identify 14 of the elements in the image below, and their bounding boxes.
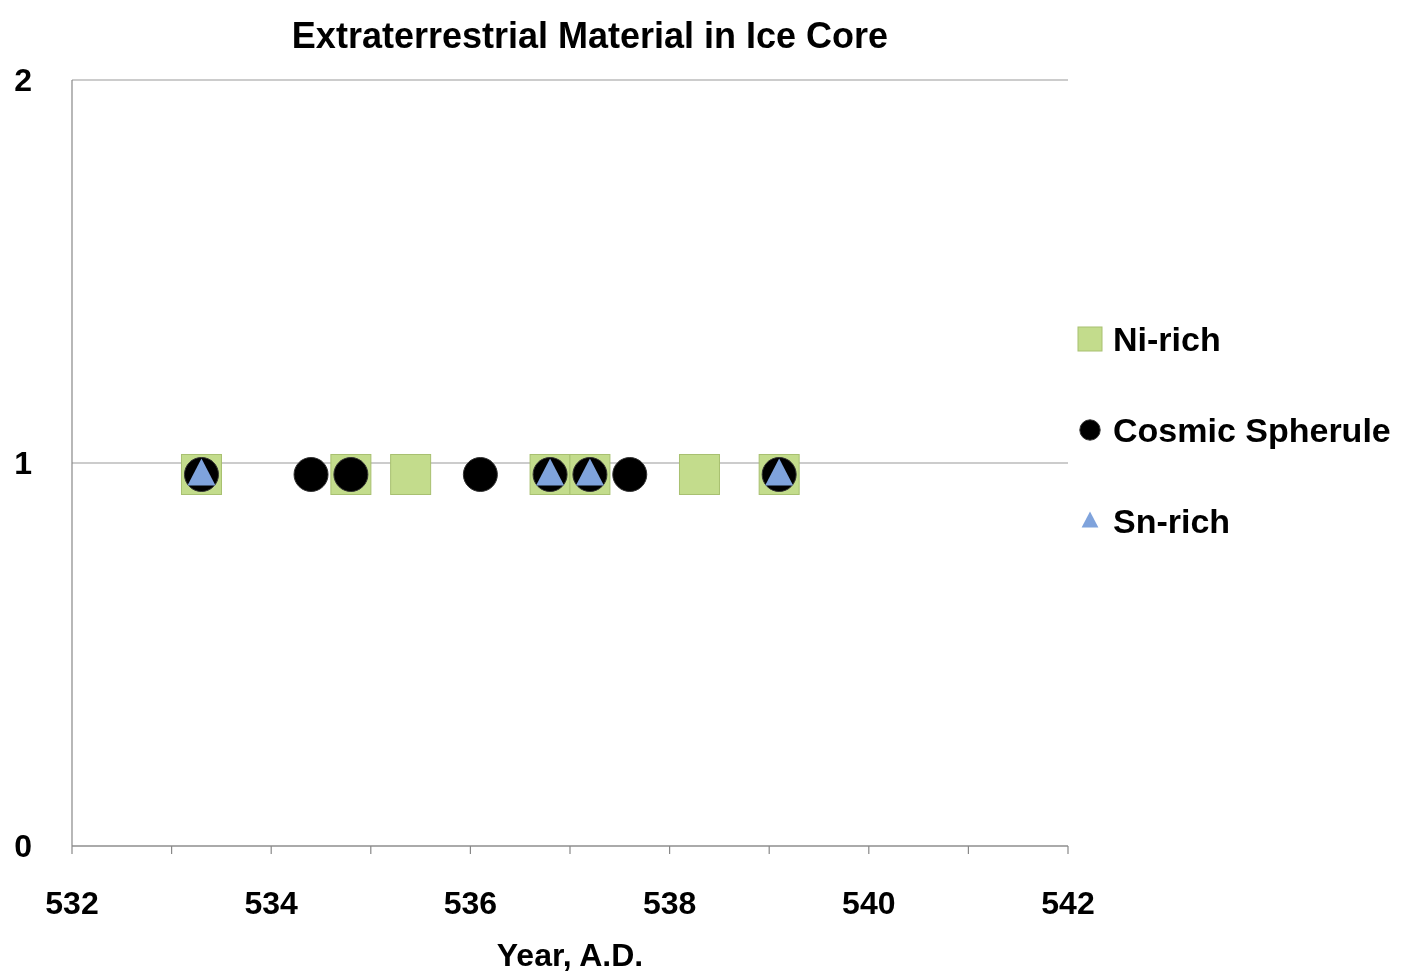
x-tick-label: 540 [842,885,896,921]
y-tick-label: 2 [14,62,32,98]
x-tick-label: 538 [642,885,697,921]
chart-title: Extraterrestrial Material in Ice Core [291,15,889,56]
x-tick-label: 532 [45,885,99,921]
legend-label: Sn-rich [1113,502,1231,540]
x-tick-label: 542 [1041,885,1095,921]
x-tick-label: 536 [443,885,498,921]
legend-label: Cosmic Spherule [1113,411,1391,449]
x-axis-title: Year, A.D. [496,937,644,973]
y-tick-label: 0 [14,828,32,864]
legend-label: Ni-rich [1113,320,1221,358]
y-tick-label: 1 [14,445,32,481]
x-tick-label: 534 [244,885,299,921]
